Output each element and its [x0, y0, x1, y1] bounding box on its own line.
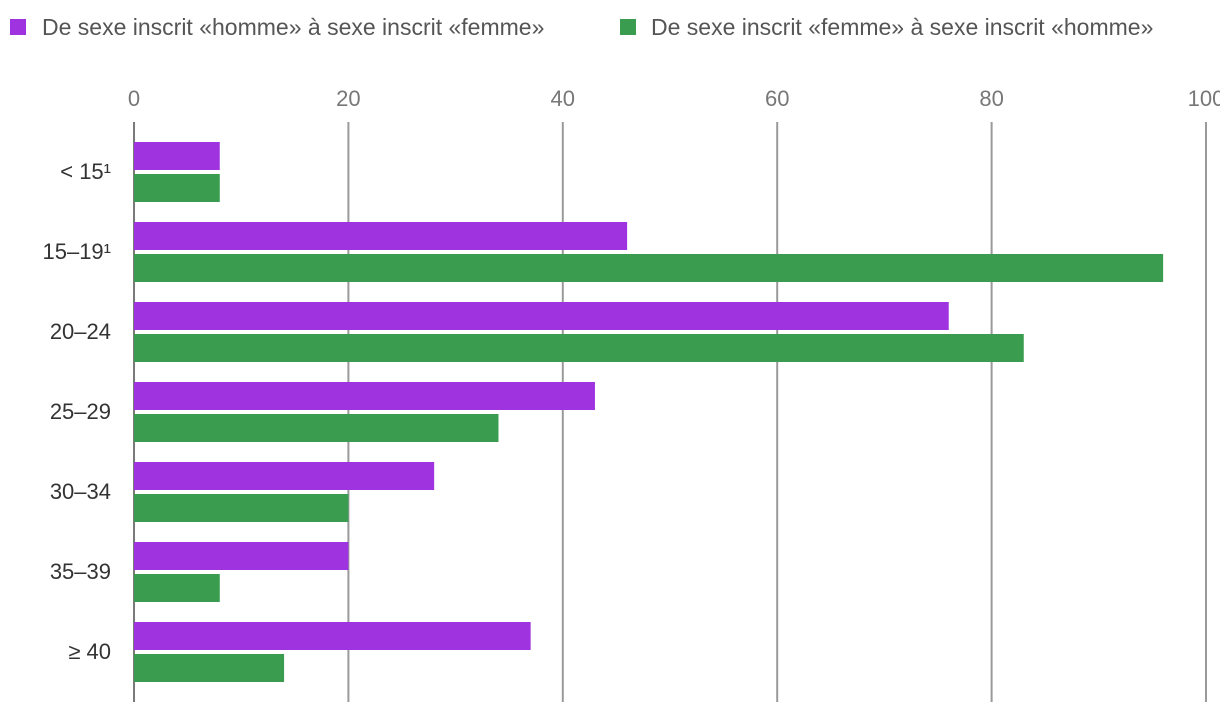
category-label: < 15¹: [60, 159, 111, 184]
bars: [134, 142, 1164, 682]
category-label: 35–39: [50, 559, 111, 584]
x-tick-label: 40: [551, 86, 575, 111]
legend-label-series-1: De sexe inscrit «homme» à sexe inscrit «…: [42, 14, 544, 40]
category-label: 20–24: [50, 319, 111, 344]
bar-series-1: [134, 142, 220, 170]
bar-series-2: [134, 574, 220, 602]
bar-series-1: [134, 222, 628, 250]
category-label: 25–29: [50, 399, 111, 424]
bar-series-2: [134, 174, 220, 202]
bar-series-2: [134, 414, 499, 442]
legend: De sexe inscrit «homme» à sexe inscrit «…: [10, 14, 1153, 40]
bar-series-2: [134, 254, 1164, 282]
category-label: ≥ 40: [68, 639, 111, 664]
legend-swatch-series-1: [10, 19, 26, 35]
bar-series-2: [134, 334, 1024, 362]
bar-series-2: [134, 654, 285, 682]
bar-series-1: [134, 542, 349, 570]
x-tick-label: 20: [336, 86, 360, 111]
x-tick-label: 0: [128, 86, 140, 111]
x-axis-ticks: 0 20 40 60 80 100: [128, 86, 1220, 111]
legend-label-series-2: De sexe inscrit «femme» à sexe inscrit «…: [651, 14, 1153, 40]
bar-series-1: [134, 462, 435, 490]
y-axis-categories: < 15¹ 15–19¹ 20–24 25–29 30–34 35–39 ≥ 40: [42, 159, 111, 664]
x-tick-label: 80: [979, 86, 1003, 111]
bar-series-1: [134, 382, 595, 410]
legend-swatch-series-2: [620, 19, 636, 35]
x-tick-label: 60: [765, 86, 789, 111]
bar-series-2: [134, 494, 349, 522]
x-tick-label: 100: [1188, 86, 1220, 111]
bar-series-1: [134, 622, 531, 650]
category-label: 30–34: [50, 479, 111, 504]
category-label: 15–19¹: [42, 239, 111, 264]
grid: [133, 122, 1207, 702]
bar-series-1: [134, 302, 949, 330]
